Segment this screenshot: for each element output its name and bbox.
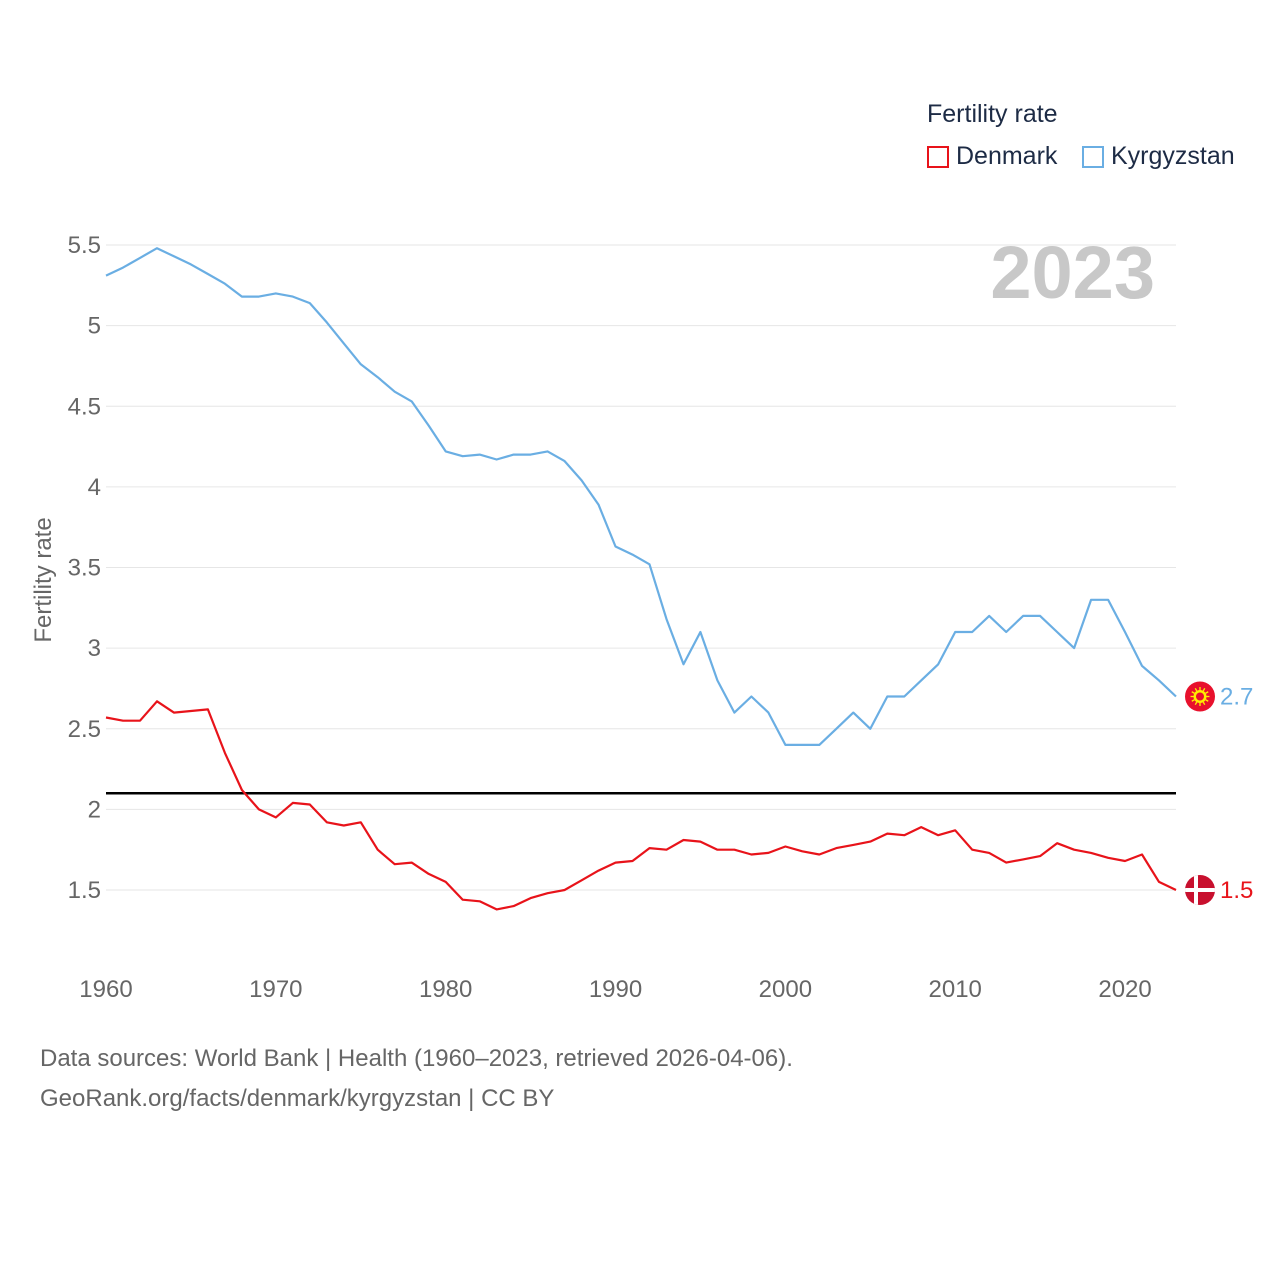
denmark-flag-icon [1185, 875, 1215, 905]
y-tick-label: 5.5 [68, 232, 101, 259]
y-tick-label: 4.5 [68, 393, 101, 420]
y-tick-label: 3 [88, 635, 101, 662]
y-tick-label: 1.5 [68, 877, 101, 904]
legend-item-kyrgyzstan[interactable]: Kyrgyzstan [1082, 142, 1235, 171]
y-tick-label: 2.5 [68, 716, 101, 743]
y-tick-label: 3.5 [68, 555, 101, 582]
year-watermark: 2023 [990, 231, 1155, 314]
x-tick-label: 1990 [589, 976, 642, 1003]
y-axis-ticks: 5.5 5 4.5 4 3.5 3 2.5 2 1.5 [68, 232, 101, 904]
y-tick-label: 5 [88, 313, 101, 340]
source-line-1: Data sources: World Bank | Health (1960–… [40, 1045, 793, 1072]
grid-lines [106, 244, 1176, 891]
legend-swatch-kyrgyzstan [1082, 145, 1104, 168]
series-line-denmark[interactable] [105, 700, 1177, 911]
x-tick-label: 1970 [249, 976, 302, 1003]
x-tick-label: 1960 [79, 976, 132, 1003]
series-group [105, 247, 1177, 911]
x-tick-label: 2000 [759, 976, 812, 1003]
x-tick-label: 2020 [1098, 976, 1151, 1003]
end-label-denmark: 1.5 [1220, 877, 1253, 904]
x-axis-ticks: 1960 1970 1980 1990 2000 2010 2020 [79, 976, 1151, 1003]
series-line-kyrgyzstan[interactable] [105, 247, 1177, 747]
x-tick-label: 1980 [419, 976, 472, 1003]
legend-title: Fertility rate [927, 100, 1058, 128]
kyrgyzstan-flag-icon [1185, 681, 1215, 712]
end-labels: 1.5 2.7 [1185, 681, 1253, 905]
legend-swatch-denmark [927, 145, 949, 168]
legend-item-denmark[interactable]: Denmark [927, 142, 1057, 171]
end-label-kyrgyzstan: 2.7 [1220, 684, 1253, 711]
y-tick-label: 2 [88, 796, 101, 823]
y-axis-label: Fertility rate [30, 517, 57, 642]
x-tick-label: 2010 [929, 976, 982, 1003]
source-line-2[interactable]: GeoRank.org/facts/denmark/kyrgyzstan | C… [40, 1085, 555, 1112]
y-tick-label: 4 [88, 474, 101, 501]
legend-label-kyrgyzstan: Kyrgyzstan [1111, 142, 1235, 170]
legend-label-denmark: Denmark [956, 142, 1058, 170]
